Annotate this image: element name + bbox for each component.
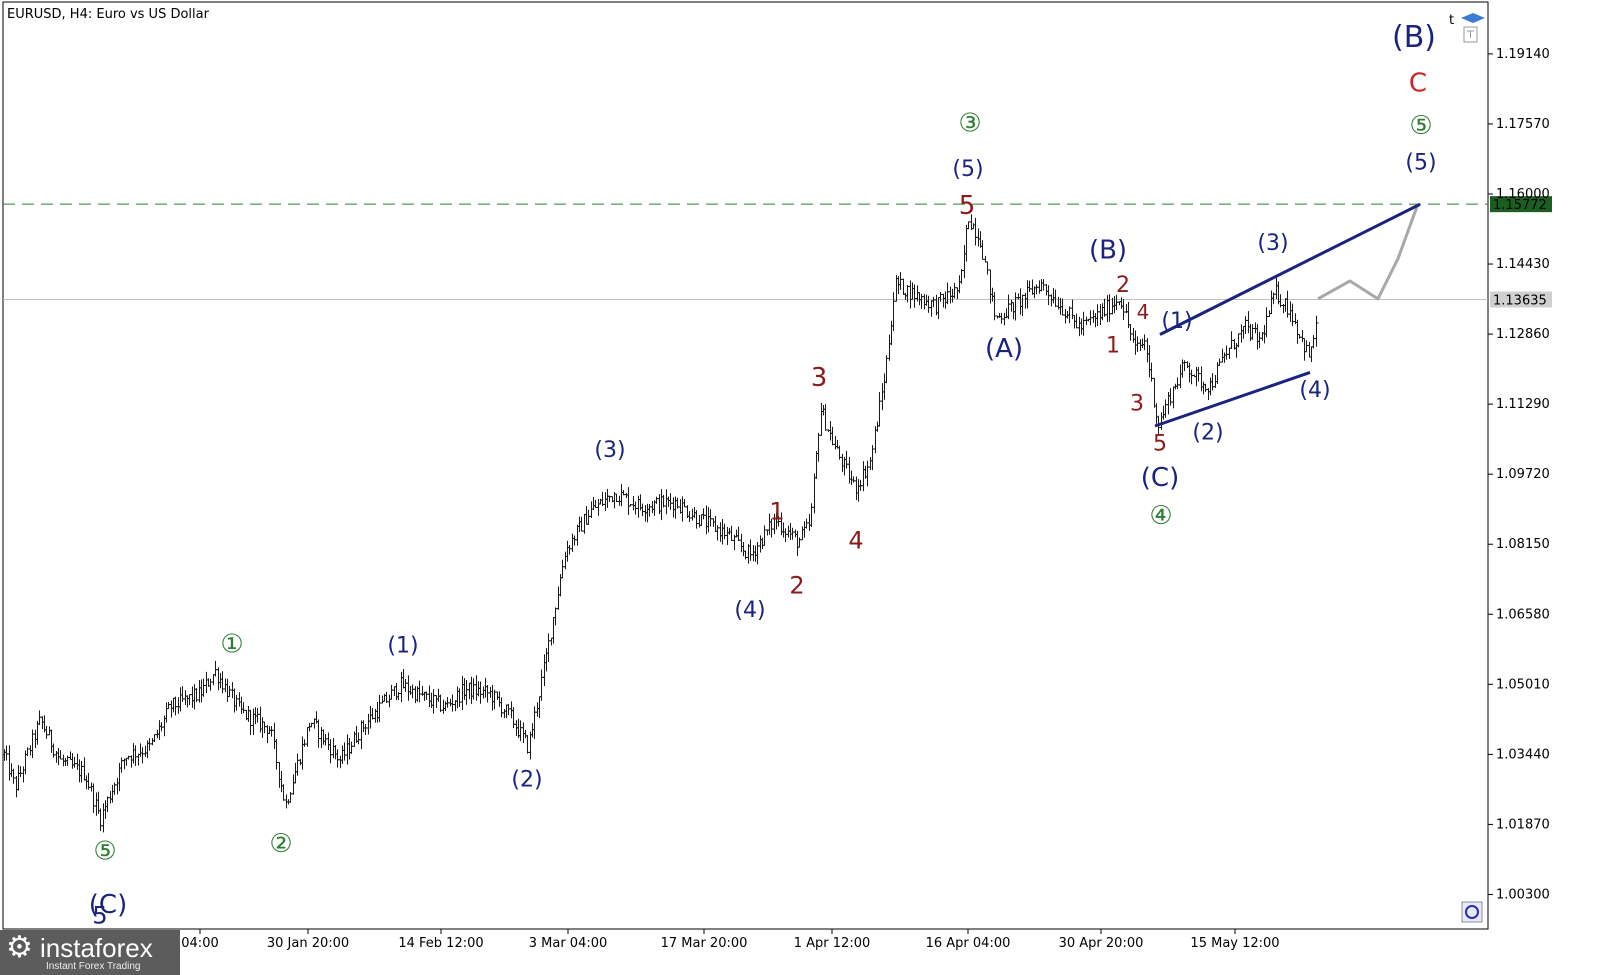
y-tick-label: 1.05010 <box>1496 677 1550 692</box>
wave-labels: (C)5⑤①②(1)(2)(3)(4)1234③(5)5(A)(B)24135(… <box>89 20 1437 930</box>
plot-frame <box>2 1 1489 930</box>
y-tick-label: 1.16000 <box>1496 187 1550 202</box>
y-tick-label: 1.17570 <box>1496 117 1550 132</box>
candle <box>1314 315 1319 347</box>
y-tick-label: 1.00300 <box>1496 887 1550 902</box>
level-box-current <box>1490 291 1552 308</box>
y-tick-label: 1.12860 <box>1496 327 1550 342</box>
wave-label: (3) <box>594 438 625 463</box>
wave-label: ① <box>220 630 243 660</box>
wave-label: (2) <box>511 767 542 792</box>
svg-text:t: t <box>1449 13 1454 28</box>
chart-title: EURUSD, H4: Euro vs US Dollar <box>7 7 210 22</box>
y-tick-label: 1.14430 <box>1496 257 1550 272</box>
y-tick-label: 1.08150 <box>1496 537 1550 552</box>
hat-icon[interactable]: t <box>1449 13 1485 43</box>
wave-label: (4) <box>734 598 765 623</box>
wave-label: 3 <box>1130 391 1144 416</box>
wave-label: (B) <box>1089 236 1127 266</box>
wave-label: 5 <box>1153 432 1167 457</box>
forecast-path <box>1317 203 1420 301</box>
wave-label: (4) <box>1299 378 1330 403</box>
x-tick-label: 17 Mar 20:00 <box>661 936 748 951</box>
x-axis: 04:00 30 Jan 20:00 14 Feb 12:00 3 Mar 04:00… <box>181 929 1280 951</box>
wave-label: 5 <box>959 191 976 221</box>
wave-label: (5) <box>952 157 983 182</box>
wave-label: (C) <box>1141 463 1179 493</box>
wave-label: ④ <box>1149 501 1172 531</box>
wave-label: ③ <box>958 109 981 139</box>
wave-label: (B) <box>1392 20 1436 55</box>
wave-label: 2 <box>1116 273 1130 298</box>
level-box-target <box>1490 196 1552 213</box>
forecast-line <box>1317 203 1420 301</box>
x-tick-label: 1 Apr 12:00 <box>794 936 871 951</box>
wave-label: 3 <box>811 363 828 393</box>
wave-label: 4 <box>1137 300 1150 324</box>
level-label-target: 1.15772 <box>1493 198 1547 213</box>
wave-label: (2) <box>1192 420 1223 445</box>
candles <box>2 214 1319 833</box>
wave-label: 4 <box>848 527 863 555</box>
wave-label: 2 <box>789 571 804 599</box>
wave-label: (1) <box>387 634 418 659</box>
level-label-current: 1.13635 <box>1493 294 1547 309</box>
wave-label: C <box>1409 68 1427 98</box>
y-tick-label: 1.11290 <box>1496 397 1550 412</box>
wave-label: (3) <box>1257 231 1288 256</box>
wave-label: ② <box>269 829 292 859</box>
x-tick-label: 30 Jan 20:00 <box>267 936 349 951</box>
y-tick-label: 1.09720 <box>1496 467 1550 482</box>
wave-label: (C) <box>89 890 127 920</box>
wave-label: (1) <box>1161 309 1192 334</box>
y-tick-label: 1.19140 <box>1496 47 1550 62</box>
x-tick-label: 14 Feb 12:00 <box>398 936 483 951</box>
x-tick-label: 30 Apr 20:00 <box>1059 936 1144 951</box>
circle-icon[interactable] <box>1461 901 1483 923</box>
x-tick-label: 3 Mar 04:00 <box>529 936 608 951</box>
wave-label: (5) <box>1405 150 1436 175</box>
y-tick-label: 1.01870 <box>1496 817 1550 832</box>
y-tick-label: 1.06580 <box>1496 607 1550 622</box>
x-tick-label: 16 Apr 04:00 <box>926 936 1011 951</box>
wave-label: 1 <box>1106 333 1120 358</box>
y-tick-label: 1.03440 <box>1496 747 1550 762</box>
wave-label: (A) <box>985 334 1023 364</box>
watermark-brand: instaforex <box>40 933 153 963</box>
y-axis: 1.19140 1.17570 1.16000 1.14430 1.12860 1.112… <box>1488 47 1550 902</box>
wave-label: ⑤ <box>93 837 116 867</box>
watermark: ⚙ instaforex Instant Forex Trading <box>0 930 180 975</box>
wave-label: ⑤ <box>1409 111 1432 141</box>
gear-logo-icon: ⚙ <box>6 931 33 964</box>
channel-line-upper <box>1159 202 1421 336</box>
wave-label: 1 <box>769 498 784 526</box>
watermark-tagline: Instant Forex Trading <box>46 961 141 972</box>
channel-lines <box>1154 202 1421 428</box>
wave-label: 5 <box>92 901 107 929</box>
price-levels: 1.15772 1.13635 <box>3 196 1552 309</box>
x-tick-label: 04:00 <box>181 936 218 951</box>
x-tick-label: 15 May 12:00 <box>1190 936 1279 951</box>
channel-line-lower <box>1154 371 1311 428</box>
